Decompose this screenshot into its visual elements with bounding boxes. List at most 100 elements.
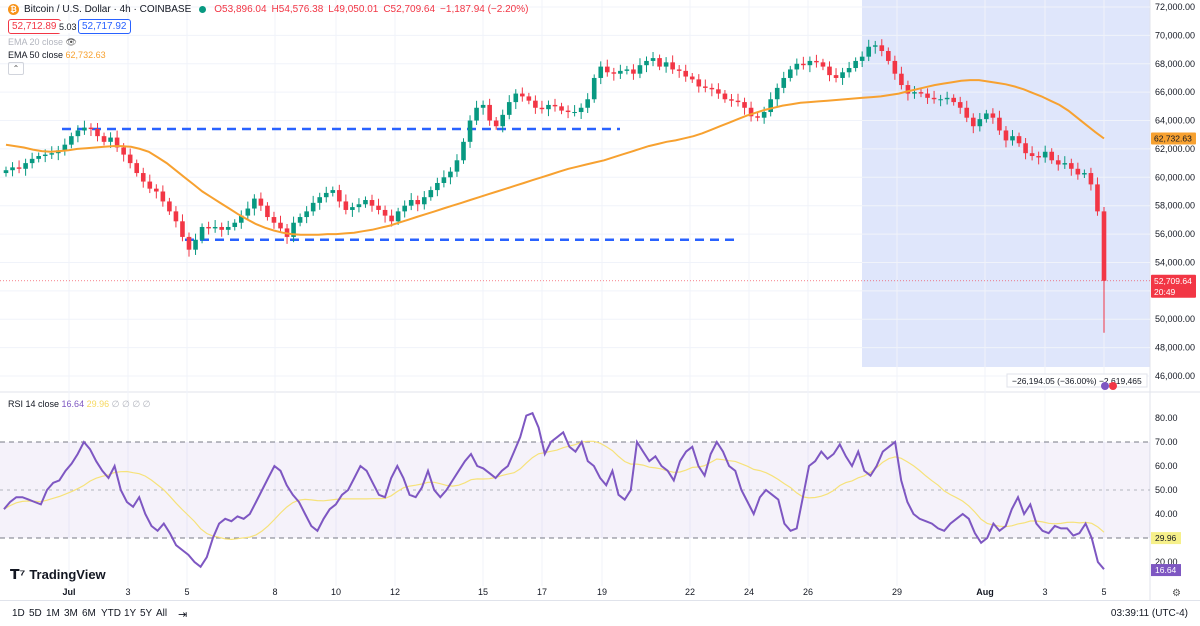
ema50-value: 62,732.63 xyxy=(65,50,106,60)
ema50-line xyxy=(5,79,1105,236)
event-marker-icon xyxy=(1101,382,1109,390)
ask-price-button[interactable]: 52,717.92 xyxy=(78,19,131,34)
candle-body xyxy=(1023,143,1028,154)
collapse-legend-icon[interactable]: ⌃ xyxy=(8,62,24,75)
x-axis-label: 3 xyxy=(125,587,130,597)
tradingview-logo[interactable]: 𝗧⁷ TradingView xyxy=(10,566,106,583)
rsi-ma-line xyxy=(3,440,1105,541)
clock-timezone[interactable]: 03:39:11 (UTC-4) xyxy=(1110,608,1188,619)
candle-body xyxy=(598,66,604,78)
candle-body xyxy=(833,75,839,78)
tradingview-logo-icon: 𝗧⁷ xyxy=(10,566,26,582)
candle-body xyxy=(912,92,917,94)
candle-body xyxy=(970,117,976,127)
date-range-icon[interactable]: ⇥ xyxy=(178,609,188,621)
ema-price-tag xyxy=(1151,132,1196,145)
candle-body xyxy=(1049,151,1055,161)
candle-body xyxy=(62,144,68,151)
candle-body xyxy=(160,191,166,202)
price-axis-label: 48,000.00 xyxy=(1155,343,1195,353)
bid-price-button[interactable]: 52,712.89 xyxy=(8,19,61,34)
candle-body xyxy=(199,226,205,240)
eye-hidden-icon[interactable]: 👁 xyxy=(65,37,77,47)
candle-body xyxy=(441,177,447,183)
rsi-ma-tag xyxy=(1151,532,1181,545)
candle-body xyxy=(369,200,375,206)
candle-body xyxy=(467,120,473,142)
candle-body xyxy=(546,104,551,110)
ema-price-tag-text: 62,732.63 xyxy=(1154,134,1192,144)
candle-body xyxy=(748,107,754,117)
candle-body xyxy=(872,45,878,47)
axis-settings-icon: ⚙ xyxy=(1172,588,1181,599)
tradingview-wordmark: TradingView xyxy=(29,567,106,582)
candle-body xyxy=(578,107,584,113)
price-axis-label: 68,000.00 xyxy=(1155,59,1195,69)
candle-body xyxy=(461,141,466,161)
candle-body xyxy=(291,222,296,237)
timeframe-3m[interactable]: 3M xyxy=(64,608,78,619)
candle-body xyxy=(1055,160,1061,165)
candle-body xyxy=(624,69,630,71)
x-axis-label: 24 xyxy=(744,587,754,597)
candle-body xyxy=(611,72,617,74)
x-axis-label: 5 xyxy=(184,587,189,597)
symbol-title[interactable]: Bitcoin / U.S. Dollar · 4h · COINBASE xyxy=(24,4,192,15)
candle-body xyxy=(134,163,140,174)
candle-body xyxy=(271,217,277,223)
candle-body xyxy=(886,50,891,61)
timeframe-ytd[interactable]: YTD xyxy=(101,608,121,619)
chart-header: ₿ Bitcoin / U.S. Dollar · 4h · COINBASE … xyxy=(8,4,528,15)
x-axis-label: 19 xyxy=(597,587,607,597)
candle-body xyxy=(703,86,708,88)
ema50-label: EMA 50 close xyxy=(8,50,64,60)
candle-body xyxy=(193,239,198,250)
x-axis-label: Jul xyxy=(62,587,75,597)
rsi-ma-value: 29.96 xyxy=(86,399,110,409)
market-status-icon xyxy=(199,6,207,13)
x-axis-label: 17 xyxy=(537,587,547,597)
x-axis-label: 29 xyxy=(892,587,902,597)
price-axis-label: 70,000.00 xyxy=(1155,30,1195,40)
timeframe-1m[interactable]: 1M xyxy=(46,608,60,619)
candle-body xyxy=(389,215,394,222)
candle-body xyxy=(258,198,264,206)
candle-body xyxy=(330,190,336,193)
candle-body xyxy=(337,190,342,202)
candle-body xyxy=(925,93,930,98)
candle-body xyxy=(428,190,434,198)
timeframe-1y[interactable]: 1Y xyxy=(124,608,137,619)
rsi-legend[interactable]: RSI 14 close 16.64 29.96 ∅ ∅ ∅ ∅ xyxy=(8,399,151,410)
timeframe-5y[interactable]: 5Y xyxy=(140,608,153,619)
ema50-legend[interactable]: EMA 50 close 62,732.63 xyxy=(8,50,106,60)
ema20-legend[interactable]: EMA 20 close 👁 xyxy=(8,37,77,48)
candle-body xyxy=(408,200,414,206)
price-axis-label: 50,000.00 xyxy=(1155,314,1195,324)
candle-body xyxy=(774,87,780,100)
spread-value: 5.03 xyxy=(56,21,80,33)
candle-body xyxy=(814,60,819,63)
candle-body xyxy=(846,68,852,73)
candle-body xyxy=(506,102,512,115)
candle-body xyxy=(114,137,120,148)
timeframe-1d[interactable]: 1D xyxy=(12,608,25,619)
candle-body xyxy=(565,110,571,113)
timeframe-all[interactable]: All xyxy=(156,608,168,619)
candle-body xyxy=(938,99,943,101)
timeframe-6m[interactable]: 6M xyxy=(82,608,96,619)
candle-body xyxy=(474,107,479,121)
candle-body xyxy=(206,226,211,229)
countdown-tag-text: 20:49 xyxy=(1154,287,1176,297)
candle-body xyxy=(75,130,81,137)
candle-body xyxy=(709,87,715,90)
candle-body xyxy=(278,222,283,229)
candle-body xyxy=(127,154,133,164)
candle-body xyxy=(487,104,492,121)
candle-body xyxy=(186,236,192,250)
event-flag-icon xyxy=(1109,382,1117,390)
timeframe-5d[interactable]: 5D xyxy=(29,608,42,619)
candle-body xyxy=(899,73,904,86)
candle-body xyxy=(1062,163,1068,165)
rsi-ma-tag-text: 29.96 xyxy=(1155,533,1177,543)
